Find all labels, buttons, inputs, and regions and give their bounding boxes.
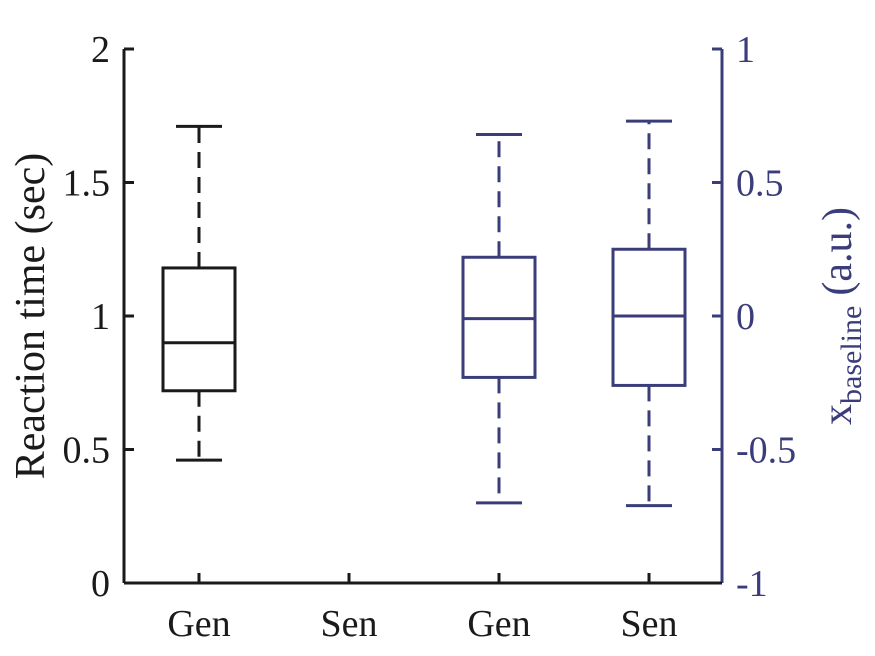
right-axis-title-subscript: baseline <box>835 306 868 404</box>
left-axis-title: Reaction time (sec) <box>8 153 54 480</box>
left-y-axis: 0 0.5 1 1.5 2 <box>63 29 134 605</box>
left-tick-label: 0.5 <box>63 430 111 472</box>
left-tick-label: 1.5 <box>63 163 111 205</box>
right-tick-label: -0.5 <box>736 430 796 472</box>
box-iqr <box>161 266 237 393</box>
right-y-axis: -1 -0.5 0 0.5 1 <box>712 29 796 605</box>
left-tick-label: 1 <box>91 296 110 338</box>
right-axis-title-unit: (a.u.) <box>815 207 861 296</box>
box-plot <box>611 119 687 508</box>
x-tick-label: Gen <box>467 603 530 645</box>
right-axis-title: xbaseline (a.u.) <box>815 207 868 425</box>
right-tick-label: -1 <box>736 563 768 605</box>
box-plot <box>161 124 237 462</box>
left-tick-label: 0 <box>91 563 110 605</box>
left-tick-label: 2 <box>91 29 110 71</box>
x-tick-label: Gen <box>167 603 230 645</box>
right-tick-label: 0 <box>736 296 755 338</box>
x-tick-label: Sen <box>321 603 378 645</box>
x-axis: Gen Sen Gen Sen <box>124 573 722 645</box>
x-tick-label: Sen <box>621 603 678 645</box>
box-plot <box>461 132 537 505</box>
right-tick-label: 1 <box>736 29 755 71</box>
box-plot-series <box>161 119 687 508</box>
right-axis-title-main: x <box>815 404 861 425</box>
right-tick-label: 0.5 <box>736 163 784 205</box>
